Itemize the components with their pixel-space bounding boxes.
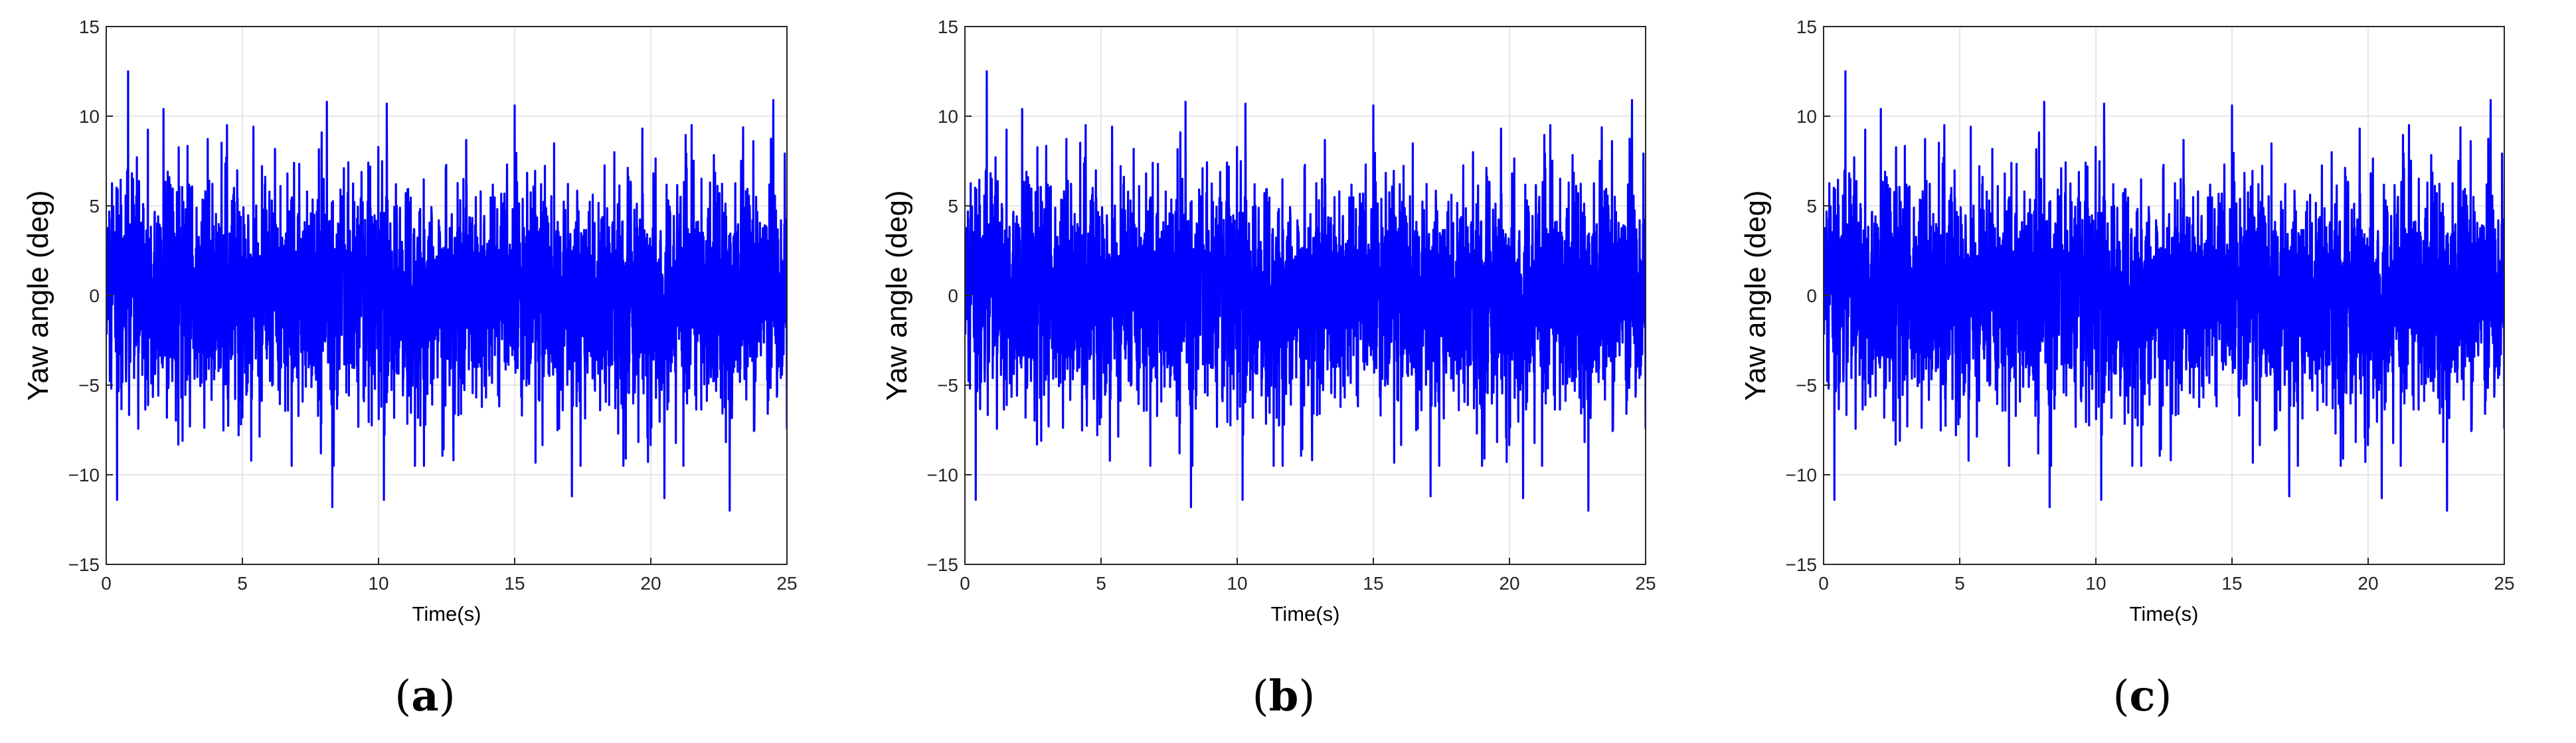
y-tick-label: 5 bbox=[948, 196, 958, 216]
y-tick-label: 15 bbox=[1796, 17, 1817, 37]
x-tick-label: 15 bbox=[2221, 573, 2242, 594]
x-axis-title: Time(s) bbox=[412, 602, 481, 625]
series-line bbox=[965, 70, 1646, 512]
y-tick-label: 10 bbox=[79, 106, 100, 127]
x-tick-label: 15 bbox=[1363, 573, 1383, 594]
x-tick-label: 25 bbox=[1635, 573, 1656, 594]
x-tick-label: 0 bbox=[101, 573, 112, 594]
y-tick-label: −5 bbox=[78, 375, 100, 396]
y-axis-title: Yaw angle (deg) bbox=[1739, 190, 1772, 400]
x-tick-label: 25 bbox=[776, 573, 797, 594]
series-line bbox=[106, 70, 787, 512]
panel-label: (b) bbox=[1252, 671, 1316, 721]
y-tick-label: 10 bbox=[938, 106, 958, 127]
x-axis-title: Time(s) bbox=[2130, 602, 2199, 625]
y-tick-label: 5 bbox=[1806, 196, 1817, 216]
x-tick-label: 20 bbox=[640, 573, 661, 594]
y-tick-label: 0 bbox=[89, 286, 100, 306]
y-tick-label: −15 bbox=[68, 554, 100, 575]
y-tick-label: 10 bbox=[1796, 106, 1817, 127]
series-line bbox=[1824, 70, 2504, 512]
y-tick-label: 15 bbox=[79, 17, 100, 37]
y-axis-title: Yaw angle (deg) bbox=[881, 190, 913, 400]
y-tick-label: −10 bbox=[927, 465, 959, 485]
x-tick-label: 5 bbox=[1954, 573, 1965, 594]
y-tick-label: −10 bbox=[68, 465, 100, 485]
x-tick-label: 10 bbox=[1227, 573, 1247, 594]
chart-panel-b: 0 5 10 15 20 25 15 10 5 0 −5 −10 −15 Time(s) Yaw angle… bbox=[859, 0, 1717, 743]
x-tick-label: 0 bbox=[1818, 573, 1829, 594]
y-tick-label: −10 bbox=[1786, 465, 1818, 485]
panel-label: (a) bbox=[394, 671, 455, 721]
x-tick-label: 20 bbox=[1499, 573, 1519, 594]
x-tick-label: 20 bbox=[2358, 573, 2378, 594]
y-tick-label: 15 bbox=[938, 17, 958, 37]
chart-svg: 0 5 10 15 20 25 15 10 5 0 −5 −10 −15 Time(s) Yaw angle… bbox=[22, 17, 798, 721]
y-tick-label: −5 bbox=[1796, 375, 1817, 396]
x-tick-label: 15 bbox=[504, 573, 525, 594]
x-tick-label: 10 bbox=[2085, 573, 2106, 594]
x-tick-label: 10 bbox=[368, 573, 388, 594]
chart-svg: 0 5 10 15 20 25 15 10 5 0 −5 −10 −15 Time(s) Yaw angle… bbox=[881, 17, 1656, 721]
y-tick-label: 0 bbox=[948, 286, 958, 306]
x-tick-label: 0 bbox=[960, 573, 970, 594]
y-tick-label: −15 bbox=[927, 554, 959, 575]
x-axis-title: Time(s) bbox=[1271, 602, 1340, 625]
y-tick-label: −5 bbox=[937, 375, 958, 396]
x-tick-label: 5 bbox=[1096, 573, 1106, 594]
chart-panel-c: 0 5 10 15 20 25 15 10 5 0 −5 −10 −15 Time(s) Yaw angle… bbox=[1717, 0, 2576, 743]
y-axis-title: Yaw angle (deg) bbox=[22, 190, 54, 400]
y-tick-label: −15 bbox=[1786, 554, 1818, 575]
chart-svg: 0 5 10 15 20 25 15 10 5 0 −5 −10 −15 Time(s) Yaw angle… bbox=[1739, 17, 2515, 721]
y-tick-label: 5 bbox=[89, 196, 100, 216]
x-tick-label: 25 bbox=[2494, 573, 2514, 594]
chart-panel-a: 0 5 10 15 20 25 15 10 5 0 −5 −10 −15 Time(s) Yaw angle… bbox=[0, 0, 859, 743]
x-tick-label: 5 bbox=[237, 573, 248, 594]
panel-label: (c) bbox=[2113, 671, 2172, 721]
y-tick-label: 0 bbox=[1806, 286, 1817, 306]
